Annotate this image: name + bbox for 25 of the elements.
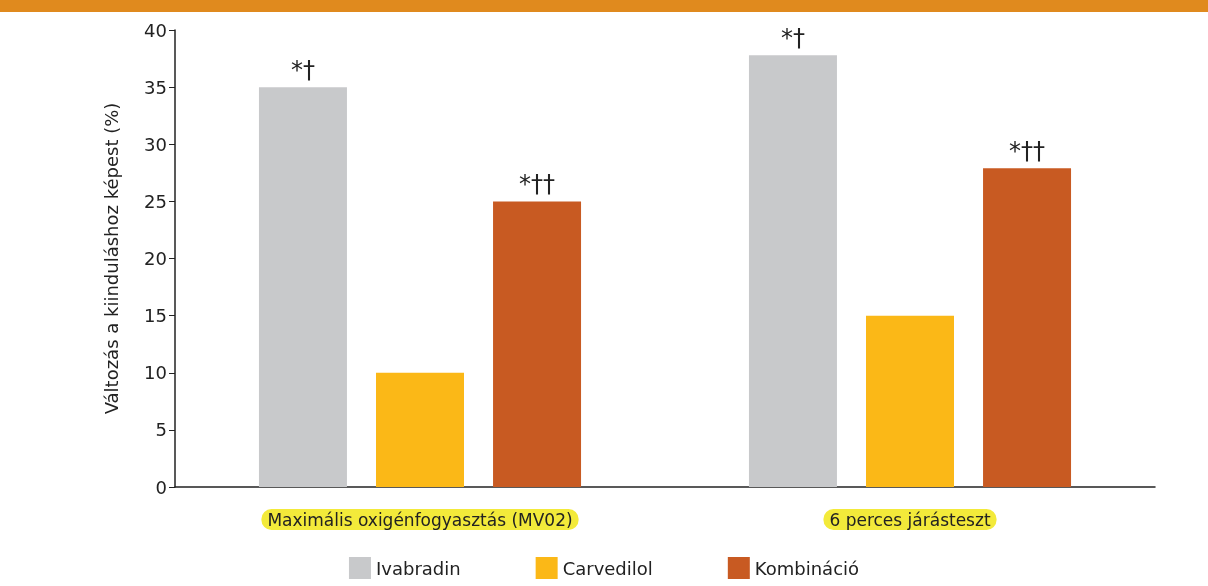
y-tick-label: 15 [144, 305, 167, 327]
y-tick-label: 10 [144, 362, 167, 384]
bar [376, 372, 464, 487]
bar [866, 315, 954, 487]
data-label: *†† [519, 170, 556, 199]
y-tick-label: 0 [155, 476, 167, 498]
y-tick-label: 40 [144, 19, 167, 41]
bar [983, 168, 1072, 487]
bar [493, 201, 582, 487]
data-label: *† [780, 24, 805, 53]
legend-label: Ivabradin [375, 557, 461, 579]
y-tick-label: 35 [144, 76, 167, 98]
bar [748, 55, 837, 487]
legend-label: Carvedilol [562, 557, 653, 579]
y-tick-label: 30 [144, 133, 167, 155]
data-label: *†† [1009, 137, 1046, 166]
y-tick-label: 5 [155, 419, 167, 441]
y-tick-label: 20 [144, 248, 167, 269]
x-tick-label: 6 perces járásteszt [829, 509, 991, 530]
data-label: *† [290, 56, 315, 85]
bar [258, 87, 347, 487]
legend-label: Kombináció [754, 557, 860, 579]
x-tick-label: Maximális oxigénfogyasztás (MV02) [267, 509, 573, 530]
y-axis-title: Változás a kiinduláshoz képest (%) [100, 102, 122, 415]
y-tick-label: 25 [144, 190, 167, 212]
